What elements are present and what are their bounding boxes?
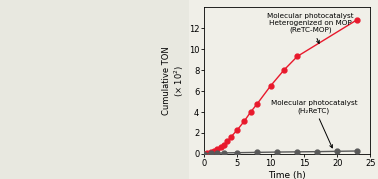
Y-axis label: Cumulative TON
($\times$ 10$^2$): Cumulative TON ($\times$ 10$^2$) (161, 46, 186, 115)
Text: Molecular photocatalyst
(H₂ReTC): Molecular photocatalyst (H₂ReTC) (271, 100, 357, 148)
X-axis label: Time (h): Time (h) (268, 171, 306, 179)
Text: Molecular photocatalyst
Heterogenized on MOP
(ReTC-MOP): Molecular photocatalyst Heterogenized on… (267, 13, 354, 43)
